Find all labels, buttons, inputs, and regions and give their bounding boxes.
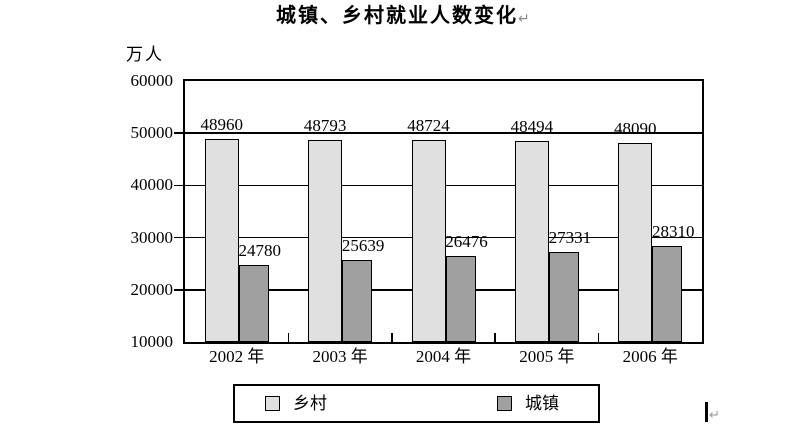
plot-area	[183, 79, 704, 344]
legend-label: 城镇	[525, 393, 559, 413]
x-axis-label: 2003 年	[312, 347, 368, 366]
bar-value-label: 26476	[445, 231, 488, 251]
bar-value-label: 25639	[341, 236, 385, 256]
urban-bar	[342, 260, 373, 342]
bar-value-label: 27331	[548, 227, 592, 247]
urban-bar	[238, 264, 269, 342]
x-tick	[287, 333, 290, 342]
legend-label: 乡村	[293, 393, 327, 413]
y-tick	[174, 132, 183, 134]
rural-bar	[514, 141, 549, 342]
legend: 乡村 城镇	[233, 384, 600, 423]
bar-value-label: 48960	[200, 114, 243, 134]
legend-item: 城镇	[497, 393, 559, 413]
chart-title: 城镇、乡村就业人数变化	[276, 5, 518, 27]
chart-title-row: 城镇、乡村就业人数变化 ↵	[276, 4, 530, 28]
bar-value-label: 24780	[238, 240, 281, 260]
urban-bar	[652, 246, 683, 342]
x-axis-label: 2005 年	[519, 347, 575, 366]
x-axis-label: 2006 年	[622, 347, 678, 366]
x-tick	[391, 333, 393, 342]
legend-item: 乡村	[265, 393, 327, 413]
y-tick-label: 60000	[130, 71, 174, 90]
bar-value-label: 48793	[303, 115, 347, 135]
x-axis-label: 2002 年	[209, 347, 265, 366]
urban-bar	[445, 256, 476, 342]
y-tick-label: 50000	[130, 123, 174, 143]
bar-value-label: 48724	[407, 115, 450, 135]
text-cursor	[705, 402, 708, 422]
legend-swatch	[265, 396, 280, 411]
gridline	[185, 132, 702, 134]
y-tick	[174, 184, 183, 187]
x-tick	[597, 333, 600, 342]
urban-bar	[548, 251, 579, 342]
bar-value-label: 28310	[652, 222, 695, 242]
y-tick-label: 20000	[130, 279, 174, 299]
y-tick-label: 40000	[130, 175, 174, 195]
x-tick	[494, 333, 496, 342]
y-tick-label: 30000	[130, 227, 174, 247]
bar-value-label: 48090	[614, 119, 657, 139]
rural-bar	[411, 139, 446, 342]
paragraph-mark-icon: ↵	[518, 11, 530, 27]
y-axis-unit-label: 万人	[126, 45, 164, 64]
y-tick	[174, 236, 183, 239]
y-tick-label: 10000	[130, 332, 174, 351]
bar-value-label: 48494	[510, 117, 554, 137]
rural-bar	[618, 143, 653, 342]
legend-swatch	[497, 396, 512, 411]
paragraph-mark-icon: ↵	[709, 408, 720, 423]
x-axis-label: 2004 年	[415, 347, 472, 366]
rural-bar	[204, 138, 239, 342]
y-tick	[174, 289, 183, 291]
rural-bar	[308, 139, 343, 342]
